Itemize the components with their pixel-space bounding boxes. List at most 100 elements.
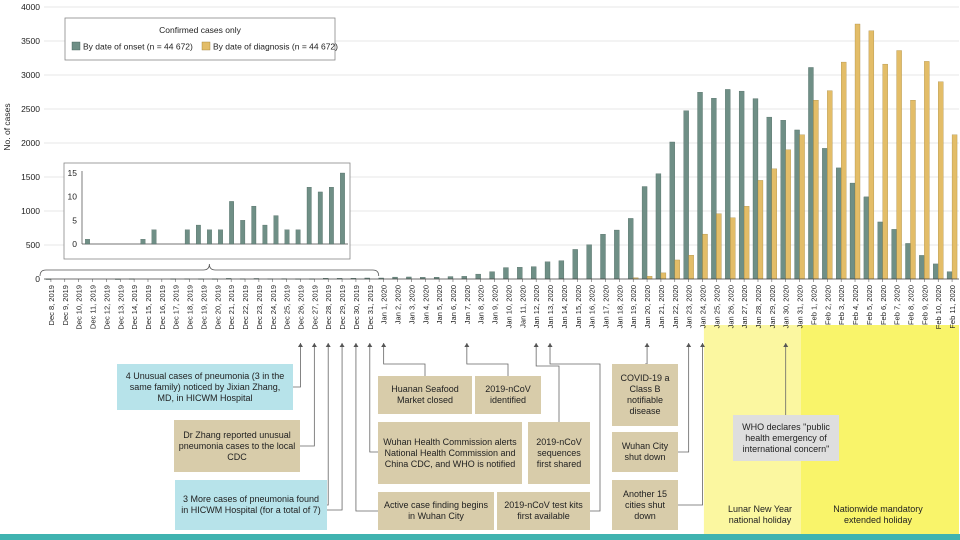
annotation-more-cases: 3 More cases of pneumonia found in HICWM… (175, 480, 327, 530)
inset-bar (151, 229, 157, 245)
x-tick-label: Dec 18, 2019 (186, 285, 195, 330)
x-tick-label: Dec 25, 2019 (283, 285, 292, 330)
x-tick-label: Feb 8, 2020 (906, 285, 915, 325)
bar-onset (946, 271, 953, 280)
inset-bar (196, 224, 201, 245)
connector-line (535, 343, 560, 422)
holiday-lunar-label: Lunar New Year national holiday (727, 504, 793, 525)
x-tick-label: Dec 28, 2019 (324, 285, 333, 330)
x-tick-label: Jan 15, 2020 (574, 285, 583, 328)
x-tick-label: Jan 18, 2020 (615, 285, 624, 328)
x-tick-label: Jan 9, 2020 (491, 285, 500, 324)
x-tick-label: Dec 11, 2019 (89, 285, 98, 329)
x-tick-label: Feb 9, 2020 (920, 285, 929, 325)
inset-chart: 0 5 10 15 (63, 162, 351, 260)
x-tick-label: Jan 6, 2020 (449, 285, 458, 324)
connector-arrow (686, 343, 692, 347)
inset-y-tick-label: 5 (72, 215, 77, 225)
connector-arrow (533, 343, 539, 347)
x-tick-label: Dec 12, 2019 (102, 285, 111, 330)
x-tick-label: Jan 25, 2020 (712, 285, 721, 328)
x-tick-label: Feb 7, 2020 (893, 285, 902, 325)
bar-onset (891, 229, 897, 280)
x-tick-label: Feb 1, 2020 (809, 285, 818, 325)
connector-arrow (325, 343, 331, 347)
annotation-market-closed: Huanan Seafood Market closed (378, 376, 472, 414)
holiday-extended-label: Nationwide mandatory extended holiday (833, 504, 923, 525)
x-tick-label: Jan 21, 2020 (657, 285, 666, 328)
bar-onset (794, 129, 800, 280)
annotation-who-emergency: WHO declares "public health emergency of… (733, 415, 839, 461)
inset-bar (184, 229, 190, 245)
x-tick-label: Jan 11, 2020 (518, 285, 527, 328)
bar-diagnosis (716, 213, 722, 280)
legend-title: Confirmed cases only (159, 25, 241, 35)
connector-line (293, 343, 301, 388)
inset-bar (207, 229, 212, 245)
legend-label-diagnosis: By date of diagnosis (n = 44 672) (213, 42, 338, 52)
bar-onset (780, 120, 786, 280)
x-tick-label: Jan 16, 2020 (588, 285, 597, 328)
bar-onset (628, 218, 634, 280)
connector-line (300, 343, 315, 447)
bar-diagnosis (924, 61, 930, 280)
bar-onset (738, 90, 745, 280)
bar-diagnosis (702, 233, 708, 280)
inset-bar (251, 205, 257, 245)
annotation-who-notified: Wuhan Health Commission alerts National … (378, 422, 522, 484)
bar-onset (655, 173, 662, 280)
bar-diagnosis (827, 90, 833, 280)
x-tick-label: Dec 23, 2019 (255, 285, 264, 330)
bar-diagnosis (646, 276, 653, 280)
x-tick-label: Jan 17, 2020 (601, 285, 610, 328)
x-tick-label: Jan 27, 2020 (740, 285, 749, 328)
bar-diagnosis (660, 272, 667, 280)
inset-bar (329, 187, 334, 245)
y-tick-label: 500 (26, 240, 40, 250)
bar-diagnosis (938, 81, 944, 280)
connector-line (369, 343, 378, 453)
x-tick-label: Dec 27, 2019 (310, 285, 319, 330)
legend-label-onset: By date of onset (n = 44 672) (83, 42, 193, 52)
x-tick-label: Jan 19, 2020 (629, 285, 638, 328)
x-tick-label: Dec 8, 2019 (47, 285, 56, 325)
bar-diagnosis (799, 134, 805, 280)
annotation-wuhan-shutdown: Wuhan City shut down (612, 432, 678, 472)
bar-diagnosis (674, 259, 680, 280)
inset-bar (240, 220, 246, 245)
annotation-case-finding: Active case finding begins in Wuhan City (378, 492, 494, 530)
x-tick-label: Dec 30, 2019 (352, 285, 361, 330)
x-tick-label: Dec 15, 2019 (144, 285, 153, 330)
inset-bar (140, 239, 146, 245)
connector-arrow (381, 343, 387, 347)
annotation-sequences-shared: 2019-nCoV sequences first shared (528, 422, 590, 484)
inset-bar (229, 201, 234, 245)
bar-onset (558, 260, 565, 280)
y-tick-label: 1000 (21, 206, 40, 216)
legend-swatch-diagnosis (201, 41, 211, 51)
y-tick-label: 3500 (21, 36, 40, 46)
bar-onset (503, 267, 509, 280)
x-tick-label: Feb 11, 2020 (948, 285, 957, 329)
y-tick-label: 2000 (21, 138, 40, 148)
bars (45, 23, 958, 280)
connector-arrow (339, 343, 345, 347)
bottom-accent-bar (0, 534, 960, 540)
bar-diagnosis (882, 63, 888, 280)
x-tick-label: Dec 16, 2019 (158, 285, 167, 330)
x-tick-label: Feb 4, 2020 (851, 285, 860, 325)
y-tick-label: 3000 (21, 70, 40, 80)
annotation-ncov-identified: 2019-nCoV identified (475, 376, 541, 414)
x-tick-label: Dec 24, 2019 (269, 285, 278, 330)
x-tick-label: Jan 12, 2020 (532, 285, 541, 328)
bar-onset (766, 116, 772, 280)
connector-line (549, 343, 601, 512)
inset-bar (218, 229, 223, 245)
bar-diagnosis (757, 180, 764, 280)
bar-onset (836, 167, 842, 280)
x-tick-label: Dec 22, 2019 (241, 285, 250, 330)
bar-onset (933, 263, 939, 280)
connector-arrow (297, 343, 303, 347)
x-tick-label: Jan 23, 2020 (685, 285, 694, 328)
